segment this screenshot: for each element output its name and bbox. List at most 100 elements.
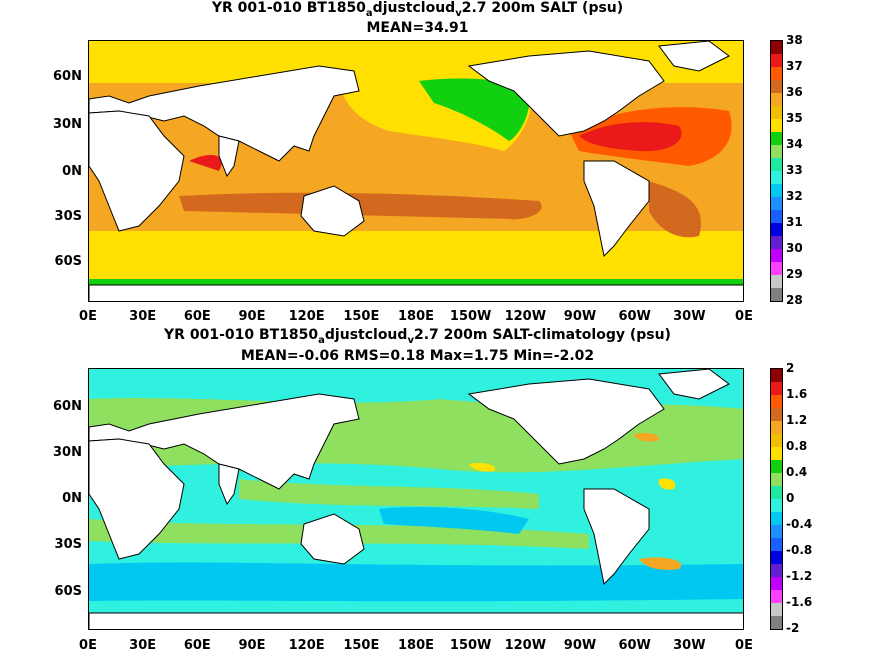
top-lon-label: 0E xyxy=(735,309,753,324)
top-colorbar-swatch xyxy=(771,223,782,236)
top-lon-label: 150E xyxy=(343,309,380,324)
bottom-colorbar-swatch xyxy=(771,538,782,551)
top-colorbar-tick: 33 xyxy=(786,163,803,177)
top-salinity-map xyxy=(88,40,744,302)
top-colorbar-swatch xyxy=(771,93,782,106)
top-colorbar-swatch xyxy=(771,132,782,145)
bottom-colorbar-tick: 0.8 xyxy=(786,439,808,453)
top-lat-label: 0N xyxy=(62,164,82,179)
top-colorbar-swatch xyxy=(771,171,782,184)
bottom-colorbar-swatch xyxy=(771,447,782,460)
bottom-colorbar-tick: 0 xyxy=(786,491,795,505)
bottom-colorbar-swatch xyxy=(771,577,782,590)
bottom-map-stats: MEAN=-0.06 RMS=0.18 Max=1.75 Min=-2.02 xyxy=(240,348,595,364)
bottom-colorbar-swatch xyxy=(771,421,782,434)
bottom-lon-label: 90E xyxy=(238,638,266,653)
top-lon-label: 0E xyxy=(79,309,97,324)
bottom-colorbar-tick: 1.6 xyxy=(786,387,808,401)
bottom-colorbar-tick: -2 xyxy=(786,621,800,635)
bottom-colorbar xyxy=(770,368,783,630)
bottom-colorbar-swatch xyxy=(771,434,782,447)
bottom-colorbar-swatch xyxy=(771,486,782,499)
bottom-anomaly-map xyxy=(88,368,744,630)
top-colorbar-tick: 35 xyxy=(786,111,803,125)
bottom-lon-label: 0E xyxy=(735,638,753,653)
bottom-lon-label: 180E xyxy=(397,638,435,653)
top-colorbar-swatch xyxy=(771,210,782,223)
bottom-colorbar-swatch xyxy=(771,603,782,616)
top-colorbar-swatch xyxy=(771,41,782,54)
bottom-lon-label: 60W xyxy=(618,638,651,653)
top-colorbar-tick: 29 xyxy=(786,267,803,281)
top-colorbar-swatch xyxy=(771,106,782,119)
bottom-colorbar-tick: -1.6 xyxy=(786,595,813,609)
top-colorbar-tick: 34 xyxy=(786,137,803,151)
bottom-colorbar-swatch xyxy=(771,473,782,486)
bottom-map-title: YR 001-010 BT1850adjustcloudv2.7 200m SA… xyxy=(164,327,671,346)
bottom-colorbar-tick: -0.8 xyxy=(786,543,813,557)
bottom-colorbar-tick: 2 xyxy=(786,361,795,375)
top-lat-label: 60S xyxy=(54,254,82,269)
bottom-lon-label: 150W xyxy=(449,638,492,653)
top-colorbar-swatch xyxy=(771,54,782,67)
top-colorbar-tick: 36 xyxy=(786,85,803,99)
top-lat-label: 30S xyxy=(54,209,82,224)
bottom-colorbar-swatch xyxy=(771,512,782,525)
top-colorbar-swatch xyxy=(771,275,782,288)
bottom-lon-label: 0E xyxy=(79,638,97,653)
top-colorbar-swatch xyxy=(771,158,782,171)
top-lat-label: 60N xyxy=(53,69,82,84)
bottom-colorbar-swatch xyxy=(771,369,782,382)
top-colorbar-swatch xyxy=(771,249,782,262)
bottom-colorbar-swatch xyxy=(771,590,782,603)
bottom-colorbar-swatch xyxy=(771,551,782,564)
bottom-lon-label: 120E xyxy=(288,638,325,653)
top-lon-label: 90W xyxy=(563,309,597,324)
bottom-colorbar-swatch xyxy=(771,395,782,408)
top-lon-label: 150W xyxy=(449,309,492,324)
top-colorbar-swatch xyxy=(771,184,782,197)
bottom-colorbar-swatch xyxy=(771,408,782,421)
top-colorbar-tick: 31 xyxy=(786,215,803,229)
top-colorbar-swatch xyxy=(771,236,782,249)
top-colorbar-swatch xyxy=(771,67,782,80)
top-colorbar-swatch xyxy=(771,197,782,210)
bottom-lon-label: 120W xyxy=(504,638,547,653)
bottom-colorbar-tick: 0.4 xyxy=(786,465,808,479)
bottom-colorbar-swatch xyxy=(771,525,782,538)
top-colorbar xyxy=(770,40,783,302)
bottom-colorbar-tick: 1.2 xyxy=(786,413,808,427)
top-lon-label: 120E xyxy=(288,309,325,324)
top-colorbar-swatch xyxy=(771,145,782,158)
top-colorbar-tick: 30 xyxy=(786,241,803,255)
bottom-colorbar-swatch xyxy=(771,616,782,629)
bottom-colorbar-swatch xyxy=(771,382,782,395)
top-lat-label: 30N xyxy=(53,117,82,132)
bottom-lat-label: 30S xyxy=(54,537,82,552)
top-lon-label: 180E xyxy=(397,309,435,324)
top-map-title: YR 001-010 BT1850adjustcloudv2.7 200m SA… xyxy=(211,0,624,19)
top-colorbar-tick: 28 xyxy=(786,293,803,307)
bottom-lat-label: 30N xyxy=(53,445,82,460)
top-colorbar-swatch xyxy=(771,80,782,93)
bottom-colorbar-tick: -0.4 xyxy=(786,517,813,531)
bottom-lat-label: 60S xyxy=(54,584,82,599)
bottom-lon-label: 30W xyxy=(673,638,706,653)
top-lon-label: 60W xyxy=(618,309,651,324)
bottom-lon-label: 150E xyxy=(343,638,380,653)
bottom-colorbar-swatch xyxy=(771,499,782,512)
top-map-stats: MEAN=34.91 xyxy=(366,20,469,36)
top-colorbar-tick: 38 xyxy=(786,33,803,47)
top-lon-label: 90E xyxy=(238,309,266,324)
top-colorbar-tick: 32 xyxy=(786,189,803,203)
top-lon-label: 120W xyxy=(504,309,547,324)
bottom-colorbar-swatch xyxy=(771,460,782,473)
top-lon-label: 30E xyxy=(129,309,157,324)
bottom-colorbar-swatch xyxy=(771,564,782,577)
bottom-lon-label: 90W xyxy=(563,638,597,653)
bottom-colorbar-tick: -1.2 xyxy=(786,569,813,583)
top-lon-label: 30W xyxy=(673,309,706,324)
top-colorbar-swatch xyxy=(771,119,782,132)
top-colorbar-swatch xyxy=(771,262,782,275)
top-colorbar-swatch xyxy=(771,288,782,301)
